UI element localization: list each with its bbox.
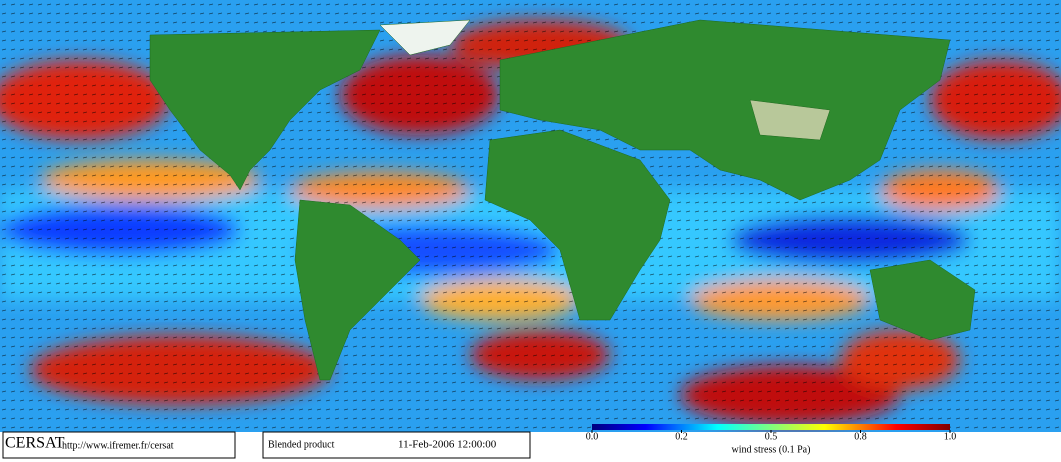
land [149, 19, 976, 381]
colorbar-tick-label: 0.5 [765, 431, 778, 442]
colorbar-tick-label: 0.0 [586, 431, 599, 442]
australia [869, 259, 976, 341]
africa [484, 129, 671, 321]
colorbar-tick-label: 0.2 [675, 431, 688, 442]
colorbar-label: wind stress (0.1 Pa) [732, 444, 811, 455]
south-america [294, 199, 421, 381]
plateau [749, 99, 831, 141]
logo-box [2, 431, 236, 459]
north-america [149, 29, 381, 191]
colorbar-tick-label: 1.0 [944, 431, 957, 442]
product-box [262, 431, 531, 459]
eurasia [499, 19, 951, 201]
greenland [379, 19, 471, 56]
url: http://www.ifremer.fr/cersat [62, 440, 174, 451]
logo: CERSAT [5, 435, 65, 452]
colorbar [592, 424, 950, 430]
timestamp: 11-Feb-2006 12:00:00 [398, 439, 497, 451]
colorbar-tick-label: 0.8 [854, 431, 867, 442]
product: Blended product [268, 439, 335, 450]
